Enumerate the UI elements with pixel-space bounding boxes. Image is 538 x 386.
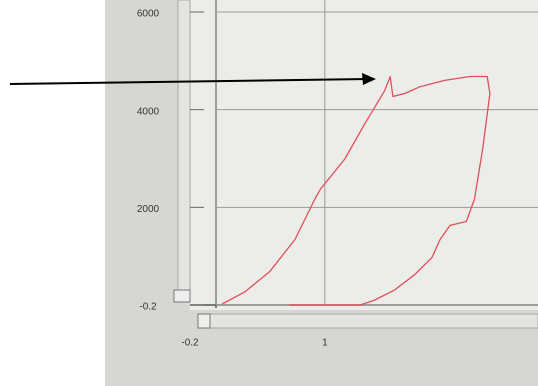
y-scroll [178, 0, 190, 290]
y-tick-label: -0.2 [139, 302, 157, 313]
plot-area [190, 0, 538, 310]
x-scroll-button[interactable] [198, 314, 210, 328]
x-scroll [198, 314, 538, 328]
x-tick-label: 1 [322, 338, 328, 349]
y-scroll-button[interactable] [174, 290, 190, 302]
y-tick-label: 4000 [137, 106, 160, 117]
y-tick-label: 6000 [137, 9, 160, 20]
x-tick-label: -0.2 [181, 338, 199, 349]
y-tick-label: 2000 [137, 204, 160, 215]
chart: -0.2 2000 4000 6000 -0.2 1 [0, 0, 538, 386]
page: -0.2200040006000-0.21 (() => { const dat… [0, 0, 538, 386]
